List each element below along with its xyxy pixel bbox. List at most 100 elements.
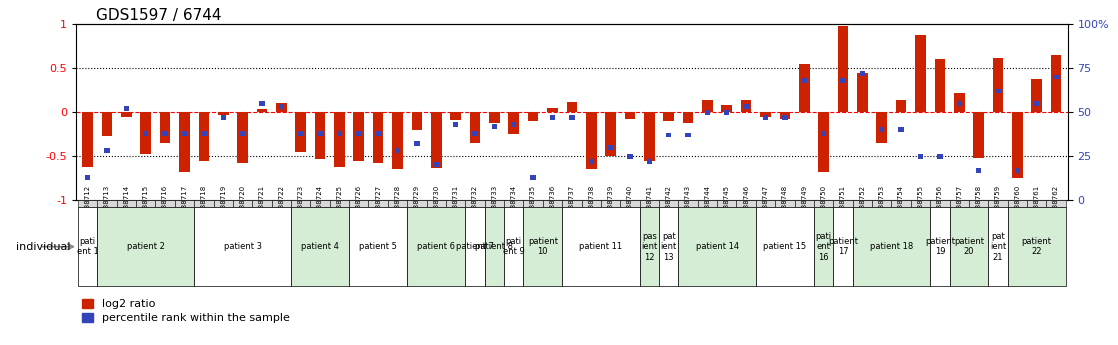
Bar xyxy=(104,148,110,153)
Bar xyxy=(179,112,190,172)
Bar xyxy=(911,200,930,207)
Text: GSM38751: GSM38751 xyxy=(840,185,846,223)
Bar xyxy=(1051,55,1061,112)
Bar xyxy=(1046,200,1065,207)
Text: GSM38725: GSM38725 xyxy=(337,185,342,223)
Bar xyxy=(916,35,926,112)
Bar xyxy=(683,112,693,123)
Text: patient 5: patient 5 xyxy=(359,242,397,251)
Bar xyxy=(954,93,965,112)
Text: GSM38748: GSM38748 xyxy=(781,185,788,223)
Text: patient 6: patient 6 xyxy=(417,242,455,251)
Text: individual: individual xyxy=(16,242,70,252)
Text: GSM38731: GSM38731 xyxy=(453,185,458,223)
Text: GSM38720: GSM38720 xyxy=(239,185,246,223)
Text: pati
ent 1: pati ent 1 xyxy=(77,237,98,256)
Text: pat
ient
13: pat ient 13 xyxy=(661,232,676,262)
Bar xyxy=(124,106,129,111)
Bar xyxy=(586,112,597,169)
Bar xyxy=(930,200,949,207)
Bar xyxy=(453,122,458,127)
Text: patient 14: patient 14 xyxy=(695,242,739,251)
Bar xyxy=(470,112,481,143)
Bar xyxy=(974,112,984,158)
Bar xyxy=(879,127,884,132)
Bar xyxy=(608,145,614,150)
Bar xyxy=(155,200,174,207)
Bar xyxy=(315,112,325,159)
Text: patient 3: patient 3 xyxy=(224,242,262,251)
Text: GSM38739: GSM38739 xyxy=(607,185,614,223)
Bar xyxy=(702,100,713,112)
Bar xyxy=(666,132,672,137)
Bar xyxy=(644,112,655,160)
Bar xyxy=(411,112,423,130)
Bar xyxy=(899,127,903,132)
Bar xyxy=(756,207,814,286)
Bar xyxy=(272,200,291,207)
Text: GSM38719: GSM38719 xyxy=(220,185,226,223)
Text: GSM38717: GSM38717 xyxy=(181,185,188,223)
Text: GSM38753: GSM38753 xyxy=(879,185,884,223)
Text: GSM38732: GSM38732 xyxy=(472,185,479,223)
Bar xyxy=(85,175,91,180)
Text: GSM38727: GSM38727 xyxy=(376,185,381,223)
Text: GSM38730: GSM38730 xyxy=(434,185,439,223)
Bar xyxy=(795,200,814,207)
Bar xyxy=(737,200,756,207)
Bar xyxy=(427,200,446,207)
Bar xyxy=(814,207,833,286)
Bar xyxy=(853,200,872,207)
Bar xyxy=(330,200,349,207)
Bar xyxy=(407,207,465,286)
Text: GSM38747: GSM38747 xyxy=(762,185,768,223)
Bar xyxy=(814,200,833,207)
Bar xyxy=(311,200,330,207)
Bar xyxy=(392,112,402,169)
Text: patient 18: patient 18 xyxy=(870,242,913,251)
Bar xyxy=(257,109,267,112)
Bar xyxy=(237,112,248,163)
Bar xyxy=(833,207,853,286)
Bar xyxy=(353,112,364,160)
Text: GSM38746: GSM38746 xyxy=(743,185,749,223)
Bar xyxy=(588,159,594,164)
Text: pati
ent 9: pati ent 9 xyxy=(503,237,524,256)
Bar xyxy=(646,159,652,164)
Bar xyxy=(937,154,942,159)
Bar xyxy=(1034,101,1040,106)
Text: GSM38758: GSM38758 xyxy=(976,185,982,223)
Text: GSM38744: GSM38744 xyxy=(704,185,710,223)
Bar xyxy=(988,200,1007,207)
Bar xyxy=(530,175,536,180)
Bar xyxy=(976,168,982,172)
Bar xyxy=(1007,207,1065,286)
Text: GSM38724: GSM38724 xyxy=(318,185,323,223)
Bar xyxy=(858,72,868,112)
Bar xyxy=(162,131,168,136)
Bar xyxy=(334,112,344,167)
Text: GSM38750: GSM38750 xyxy=(821,185,826,223)
Bar xyxy=(605,112,616,156)
Bar xyxy=(299,131,303,136)
Bar xyxy=(949,207,988,286)
Bar xyxy=(625,112,635,119)
Bar xyxy=(349,207,407,286)
Bar xyxy=(218,112,228,115)
Bar xyxy=(679,200,698,207)
Bar xyxy=(1027,200,1046,207)
Bar xyxy=(833,200,853,207)
Bar xyxy=(872,200,891,207)
Bar xyxy=(504,207,523,286)
Bar xyxy=(837,26,849,112)
Bar xyxy=(620,200,639,207)
Bar xyxy=(523,200,543,207)
Bar xyxy=(853,207,930,286)
Bar xyxy=(446,200,465,207)
Text: patient
20: patient 20 xyxy=(954,237,984,256)
Bar xyxy=(102,112,112,136)
Text: GSM38726: GSM38726 xyxy=(356,185,362,223)
Bar xyxy=(136,200,155,207)
Bar xyxy=(550,115,556,120)
Bar xyxy=(860,71,865,76)
